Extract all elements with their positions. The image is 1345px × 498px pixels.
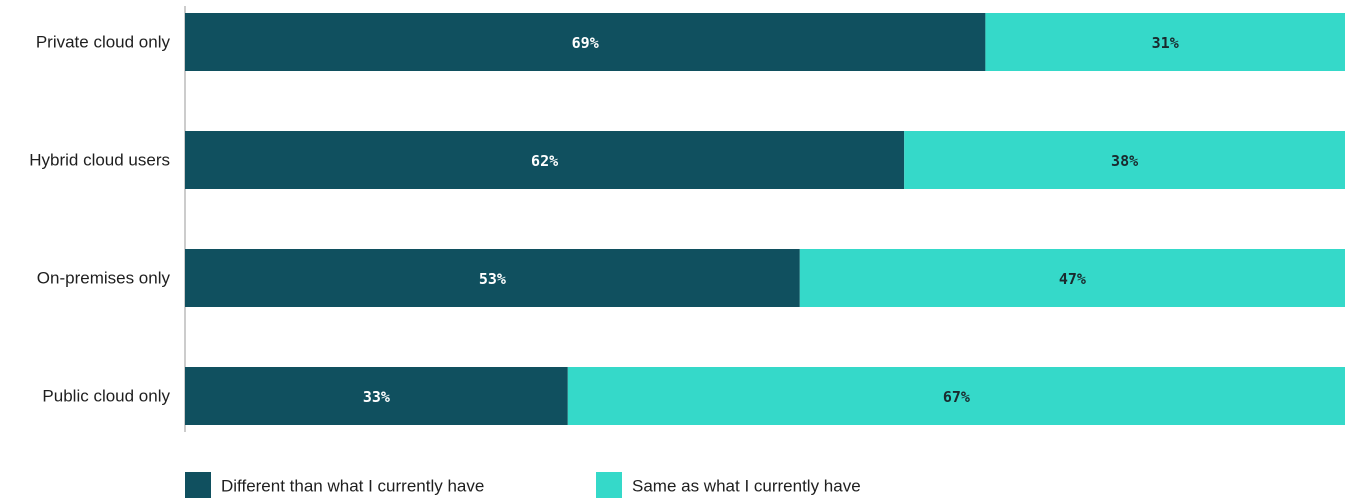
bar-segment	[904, 131, 1345, 189]
bar-segment	[567, 367, 1345, 425]
data-labels: 69% 31% 62% 38% 53% 47% 33% 67%	[363, 34, 1179, 406]
category-label: Public cloud only	[42, 387, 170, 406]
bar-segment	[799, 249, 1345, 307]
category-label: Hybrid cloud users	[29, 151, 170, 170]
data-label: 31%	[1152, 34, 1179, 52]
category-labels: Private cloud only Hybrid cloud users On-p…	[29, 33, 170, 406]
data-label: 69%	[572, 34, 599, 52]
legend-label: Same as what I currently have	[632, 477, 861, 496]
bar-segment	[185, 249, 800, 307]
data-label: 53%	[479, 270, 506, 288]
bar-segment	[185, 13, 986, 71]
legend: Different than what I currently have Same…	[185, 472, 861, 498]
bar-segments	[185, 13, 1345, 425]
data-label: 38%	[1111, 152, 1138, 170]
data-label: 33%	[363, 388, 390, 406]
category-label: Private cloud only	[36, 33, 171, 52]
category-label: On-premises only	[37, 269, 171, 288]
data-label: 62%	[531, 152, 558, 170]
bar-segment	[985, 13, 1345, 71]
legend-swatch	[596, 472, 622, 498]
data-label: 67%	[943, 388, 970, 406]
legend-label: Different than what I currently have	[221, 477, 484, 496]
data-label: 47%	[1059, 270, 1086, 288]
bar-segment	[185, 131, 905, 189]
bar-segment	[185, 367, 568, 425]
legend-swatch	[185, 472, 211, 498]
